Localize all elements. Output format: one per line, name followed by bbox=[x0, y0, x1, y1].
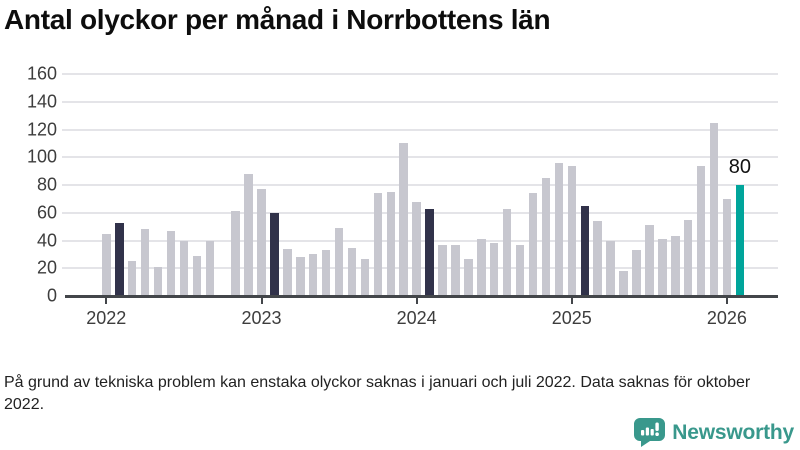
x-axis-tick bbox=[570, 298, 573, 304]
y-axis-label: 0 bbox=[46, 285, 57, 306]
x-axis-tick bbox=[260, 298, 263, 304]
bar bbox=[658, 239, 667, 296]
bar bbox=[489, 243, 499, 296]
bar bbox=[360, 258, 370, 296]
bar bbox=[399, 143, 408, 296]
bar bbox=[438, 244, 447, 296]
branding: Newsworthy bbox=[634, 418, 794, 447]
x-axis-label: 2023 bbox=[241, 308, 282, 328]
bar bbox=[257, 189, 266, 296]
x-axis-label: 2026 bbox=[706, 308, 747, 328]
bar bbox=[179, 240, 189, 296]
bar bbox=[231, 211, 240, 296]
chart-title: Antal olyckor per månad i Norrbottens lä… bbox=[4, 4, 551, 35]
y-axis-label: 100 bbox=[26, 146, 57, 167]
bar bbox=[554, 162, 564, 296]
bar bbox=[386, 192, 395, 296]
bar bbox=[347, 247, 357, 296]
gridline bbox=[62, 100, 778, 103]
bar bbox=[606, 240, 615, 296]
bar-current bbox=[735, 185, 745, 296]
bar bbox=[671, 236, 680, 296]
bar bbox=[102, 233, 111, 296]
bar bbox=[645, 225, 654, 296]
gridline bbox=[62, 184, 778, 186]
bar bbox=[205, 240, 214, 296]
bar bbox=[528, 193, 538, 296]
bar bbox=[515, 244, 525, 296]
y-axis-label: 140 bbox=[26, 91, 57, 112]
bar bbox=[153, 266, 163, 296]
bar bbox=[709, 122, 719, 296]
gridline bbox=[62, 156, 778, 159]
bar-highlighted bbox=[115, 222, 124, 296]
x-axis-label: 2025 bbox=[551, 308, 592, 328]
bar bbox=[464, 258, 473, 296]
bar bbox=[296, 257, 305, 296]
x-axis-tick bbox=[725, 298, 728, 304]
x-axis-label: 2024 bbox=[396, 308, 437, 328]
bar bbox=[334, 228, 344, 296]
x-axis-label: 2022 bbox=[86, 308, 127, 328]
y-axis-label: 40 bbox=[36, 230, 57, 250]
bar-value-label: 80 bbox=[728, 156, 752, 178]
bar bbox=[683, 219, 693, 296]
bar bbox=[541, 178, 551, 296]
x-axis-tick bbox=[415, 298, 418, 304]
bar-highlighted bbox=[270, 212, 279, 296]
y-axis-label: 160 bbox=[26, 63, 57, 84]
y-axis-label: 60 bbox=[36, 202, 57, 223]
bar bbox=[412, 201, 421, 296]
y-axis-label: 120 bbox=[26, 119, 57, 140]
newsworthy-logo-text: Newsworthy bbox=[672, 420, 794, 444]
bar bbox=[192, 255, 202, 296]
bar bbox=[619, 271, 628, 296]
bar bbox=[722, 198, 732, 296]
bar-highlighted bbox=[425, 208, 434, 296]
bar-highlighted bbox=[580, 205, 589, 296]
bar bbox=[127, 261, 137, 296]
y-axis-label: 20 bbox=[36, 257, 57, 278]
bar bbox=[244, 173, 253, 296]
bar bbox=[451, 244, 460, 296]
x-axis-line bbox=[65, 295, 778, 298]
bar bbox=[308, 254, 318, 296]
bar bbox=[567, 165, 576, 296]
gridline bbox=[62, 73, 778, 76]
bar bbox=[477, 239, 486, 296]
bar bbox=[632, 250, 641, 296]
y-axis-label: 80 bbox=[36, 174, 57, 195]
x-axis-tick bbox=[105, 298, 108, 304]
gridline bbox=[62, 128, 778, 131]
bar bbox=[593, 221, 602, 296]
newsworthy-logo-icon bbox=[634, 418, 666, 447]
bar bbox=[140, 229, 150, 296]
bar bbox=[696, 165, 706, 296]
bar bbox=[502, 208, 512, 296]
footnote: På grund av tekniska problem kan enstaka… bbox=[4, 374, 751, 414]
bar bbox=[321, 250, 331, 296]
bar bbox=[373, 193, 383, 296]
bar bbox=[166, 230, 176, 296]
bar bbox=[283, 248, 292, 296]
